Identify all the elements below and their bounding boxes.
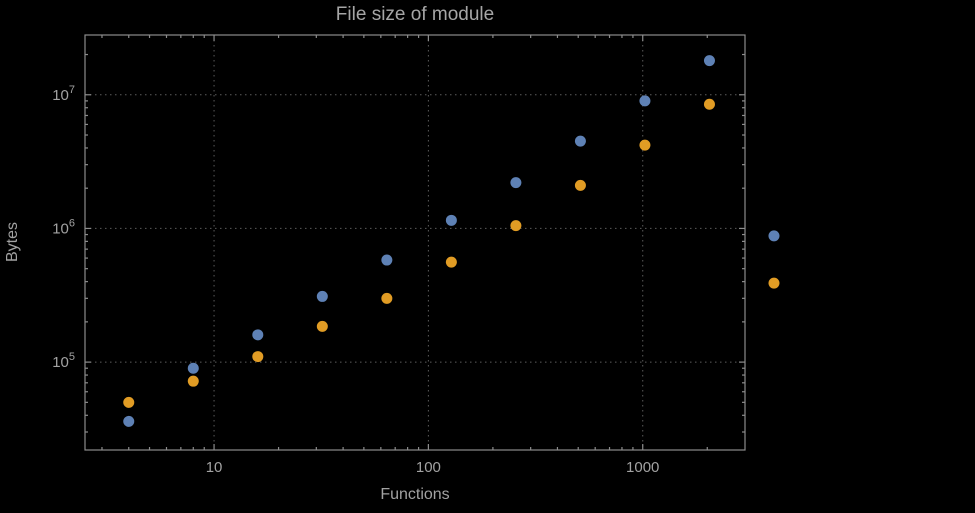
data-point-series-blue [445, 214, 457, 226]
data-point-series-blue [252, 329, 264, 341]
data-point-series-blue [768, 230, 780, 242]
data-point-series-orange [510, 220, 522, 232]
y-tick-label: 105 [52, 351, 75, 371]
data-point-series-orange [252, 351, 264, 363]
plot-frame [84, 34, 746, 451]
x-tick-label: 10 [206, 459, 223, 476]
y-tick-label: 106 [52, 217, 75, 237]
data-point-series-orange [123, 396, 135, 408]
data-point-series-orange [381, 292, 393, 304]
data-point-series-orange [316, 320, 328, 332]
data-point-series-orange [574, 179, 586, 191]
data-point-series-blue [381, 254, 393, 266]
data-point-series-orange [639, 139, 651, 151]
x-tick-label: 100 [416, 459, 441, 476]
data-point-series-blue [510, 177, 522, 189]
data-point-series-orange [187, 375, 199, 387]
data-point-series-orange [445, 256, 457, 268]
data-point-series-orange [768, 277, 780, 289]
data-point-series-blue [639, 95, 651, 107]
y-tick-label: 107 [52, 84, 75, 104]
data-point-series-orange [703, 98, 715, 110]
data-point-series-blue [123, 415, 135, 427]
x-tick-label: 1000 [626, 459, 659, 476]
data-point-series-blue [187, 362, 199, 374]
x-axis-label: Functions [380, 486, 450, 503]
data-point-series-blue [316, 290, 328, 302]
chart-title: File size of module [335, 4, 495, 25]
data-point-series-blue [703, 55, 715, 67]
data-point-series-blue [574, 135, 586, 147]
